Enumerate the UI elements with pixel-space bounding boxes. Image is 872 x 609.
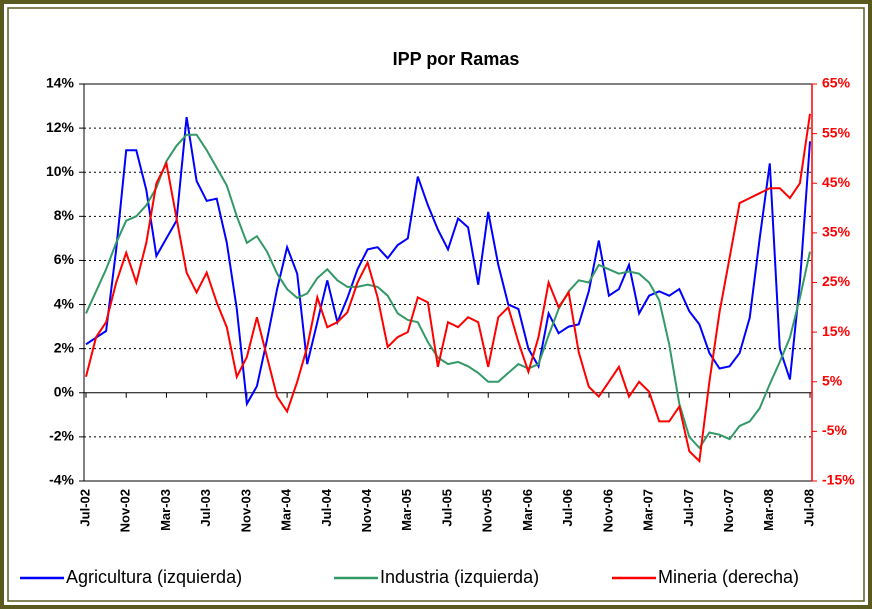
y-tick-label: 12%: [46, 119, 75, 135]
y2-tick-label: 55%: [822, 124, 851, 140]
series-line: [85, 116, 811, 407]
y-tick-label: 4%: [54, 295, 75, 311]
series-line: [85, 113, 811, 464]
y-tick-label: 14%: [46, 75, 75, 91]
x-tick-label: Mar-05: [399, 489, 414, 531]
legend-label: Mineria (derecha): [658, 567, 799, 587]
y-tick-label: 2%: [54, 339, 75, 355]
x-tick-label: Jul-03: [198, 489, 213, 527]
x-tick-label: Jul-02: [77, 489, 92, 527]
y2-tick-label: 45%: [822, 174, 851, 190]
legend-label: Industria (izquierda): [380, 567, 539, 587]
x-tick-label: Jul-05: [439, 489, 454, 527]
y2-tick-label: 15%: [822, 323, 851, 339]
y2-tick-label: 65%: [822, 75, 851, 91]
x-tick-label: Nov-05: [480, 489, 495, 532]
x-tick-label: Nov-06: [600, 489, 615, 532]
y-tick-label: -4%: [49, 472, 74, 488]
x-tick-label: Nov-03: [238, 489, 253, 532]
series-line: [85, 133, 811, 450]
x-tick-label: Mar-07: [641, 489, 656, 531]
y-tick-label: 10%: [46, 163, 75, 179]
x-tick-label: Jul-04: [319, 488, 334, 526]
y2-tick-label: -5%: [822, 422, 847, 438]
x-tick-label: Nov-04: [359, 488, 374, 532]
x-tick-label: Jul-06: [560, 489, 575, 527]
x-tick-label: Jul-07: [681, 489, 696, 527]
y-tick-label: 0%: [54, 383, 75, 399]
chart-title: IPP por Ramas: [393, 49, 520, 69]
x-tick-label: Nov-07: [721, 489, 736, 532]
x-tick-label: Jul-08: [801, 489, 816, 527]
y-tick-label: -2%: [49, 428, 74, 444]
x-tick-label: Nov-02: [118, 489, 133, 532]
y2-tick-label: -15%: [822, 472, 855, 488]
y2-tick-label: 25%: [822, 273, 851, 289]
y-tick-label: 6%: [54, 251, 75, 267]
inner-frame: [7, 7, 865, 602]
legend-label: Agricultura (izquierda): [66, 567, 242, 587]
y-tick-label: 8%: [54, 207, 75, 223]
y2-tick-label: 5%: [822, 372, 843, 388]
x-tick-label: Mar-04: [279, 488, 294, 531]
x-tick-label: Mar-03: [158, 489, 173, 531]
x-tick-label: Mar-08: [761, 489, 776, 531]
y2-tick-label: 35%: [822, 224, 851, 240]
x-tick-label: Mar-06: [520, 489, 535, 531]
